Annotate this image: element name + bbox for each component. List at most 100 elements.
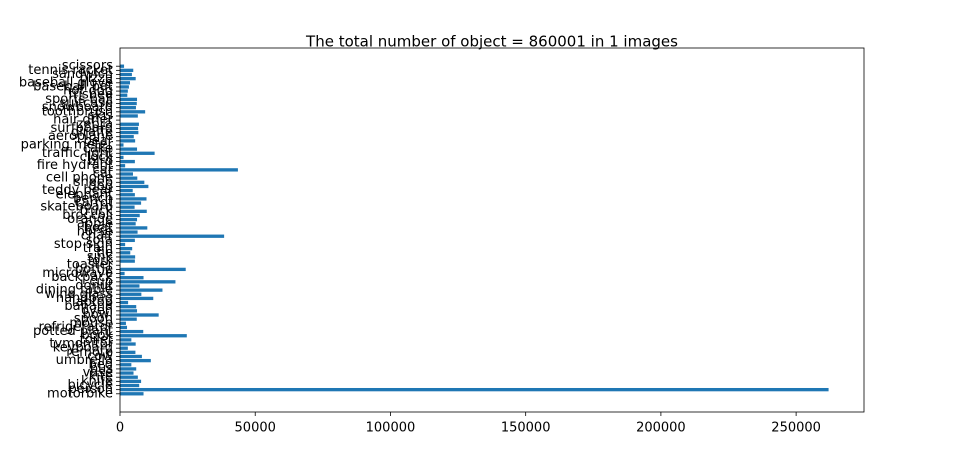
- y-tick-label: vase: [83, 366, 113, 381]
- y-tick-label: cake: [83, 142, 113, 157]
- bar: [120, 143, 124, 147]
- y-tick-label: traffic light: [42, 146, 113, 161]
- bar: [120, 155, 124, 160]
- bar: [120, 135, 134, 139]
- bar: [120, 276, 144, 280]
- bar: [120, 180, 145, 184]
- y-tick-label: bicycle: [68, 378, 113, 393]
- y-tick-label: broccoli: [62, 208, 113, 223]
- y-tick-label: baseball glove: [19, 75, 113, 90]
- bar: [120, 255, 136, 259]
- bar: [120, 350, 136, 354]
- bar: [120, 392, 144, 396]
- bar: [120, 363, 132, 367]
- x-tick-label: 0: [116, 421, 124, 436]
- y-tick-label: keyboard: [53, 341, 113, 356]
- bar: [120, 130, 139, 135]
- bar: [120, 296, 154, 301]
- bar: [120, 284, 140, 288]
- y-tick-label: skateboard: [40, 200, 113, 215]
- y-tick-label: toothbrush: [42, 104, 113, 119]
- y-tick-label: carrot: [75, 196, 113, 211]
- bar: [120, 81, 131, 85]
- bar: [120, 89, 128, 93]
- y-tick-label: bird: [88, 154, 113, 169]
- bar: [120, 101, 137, 106]
- y-tick-label: clock: [80, 150, 114, 165]
- y-tick-label: tie: [96, 245, 113, 260]
- x-tick-label: 250000: [771, 421, 821, 436]
- y-tick-label: backpack: [51, 270, 113, 285]
- y-tick-label: parking meter: [21, 137, 114, 152]
- bar: [120, 76, 136, 81]
- bar: [120, 93, 128, 97]
- bar: [120, 159, 135, 164]
- y-tick-label: sofa: [86, 233, 113, 248]
- y-tick-label: refrigerator: [38, 320, 113, 335]
- bar: [120, 338, 132, 342]
- y-tick-label: cup: [89, 274, 113, 289]
- bar: [120, 217, 138, 222]
- bar: [120, 226, 148, 230]
- y-tick-label: bed: [88, 357, 113, 372]
- bar: [120, 209, 147, 213]
- y-tick-label: tennis racket: [28, 63, 113, 78]
- y-tick-label: sandwich: [52, 67, 113, 82]
- y-tick-label: spoon: [74, 312, 113, 327]
- bar: [120, 387, 829, 392]
- bar: [120, 383, 140, 388]
- bar: [120, 114, 138, 118]
- y-tick-label: bench: [73, 191, 113, 206]
- bar: [120, 354, 142, 359]
- bar: [120, 97, 138, 102]
- bar: [120, 271, 125, 276]
- bar: [120, 321, 126, 325]
- y-tick-label: hair drier: [53, 113, 114, 128]
- bar: [120, 280, 176, 284]
- bar: [120, 197, 147, 201]
- y-tick-label: motorbike: [47, 386, 113, 401]
- y-tick-label: sink: [87, 249, 114, 264]
- bar: [120, 267, 186, 272]
- y-tick-label: cat: [93, 167, 113, 182]
- bar: [120, 184, 149, 189]
- bar: [120, 325, 128, 330]
- y-tick-label: fire hydrant: [37, 158, 113, 173]
- y-tick-label: microwave: [42, 266, 113, 281]
- y-tick-label: boat: [84, 220, 113, 235]
- bar: [120, 168, 238, 172]
- y-tick-label: bowl: [83, 308, 113, 323]
- bar: [120, 259, 135, 263]
- y-tick-label: truck: [80, 204, 114, 219]
- bar: [120, 85, 129, 89]
- bar: [120, 110, 146, 114]
- y-tick-label: cow: [87, 349, 113, 364]
- x-tick-label: 200000: [636, 421, 686, 436]
- bar: [120, 371, 134, 375]
- bar: [120, 342, 136, 346]
- y-tick-label: hot dog: [63, 84, 113, 99]
- y-tick-label: giraffe: [71, 125, 113, 140]
- bar: [120, 367, 137, 371]
- bar: [120, 313, 159, 317]
- y-tick-label: horse: [77, 225, 113, 240]
- bar: [120, 300, 129, 305]
- bar: [120, 346, 128, 350]
- bar: [120, 292, 142, 296]
- x-tick-label: 100000: [366, 421, 416, 436]
- y-tick-label: zebra: [77, 117, 113, 132]
- y-tick-label: tvmonitor: [49, 337, 113, 352]
- y-tick-label: teddy bear: [42, 183, 114, 198]
- y-tick-label: cell phone: [46, 171, 113, 186]
- y-tick-label: surfboard: [51, 121, 113, 136]
- y-tick-label: elephant: [56, 187, 113, 202]
- bar: [120, 334, 187, 338]
- y-tick-label: stop sign: [54, 237, 113, 252]
- bar: [120, 222, 136, 226]
- bar: [120, 305, 137, 309]
- bar: [120, 188, 133, 193]
- y-tick-label: remote: [66, 345, 113, 360]
- y-tick-label: aeroplane: [48, 129, 113, 144]
- y-tick-label: banana: [64, 299, 113, 314]
- bar: [120, 147, 138, 151]
